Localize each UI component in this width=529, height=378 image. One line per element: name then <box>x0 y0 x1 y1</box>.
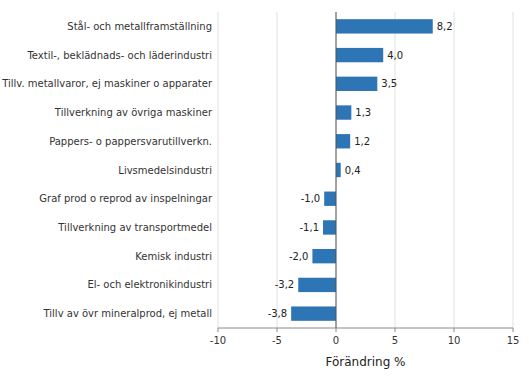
data-label: 8,2 <box>437 21 453 32</box>
bar <box>336 163 341 177</box>
data-label: -1,1 <box>300 222 320 233</box>
tick-mark <box>454 328 455 332</box>
bar <box>336 134 350 148</box>
chart-svg: -10 -5 0 5 10 15 -3,8 -3,2 -2,0 -1,1 -1,0 0,4 1,2 1,3… <box>0 0 529 378</box>
tick-mark <box>513 328 514 332</box>
category-label: Kemisk industri <box>135 251 212 262</box>
data-label: -3,2 <box>275 279 295 290</box>
category-label: Livsmedelsindustri <box>118 165 212 176</box>
tick-label: 15 <box>507 335 520 346</box>
tick-label: -5 <box>272 335 282 346</box>
data-label: 1,3 <box>355 107 371 118</box>
bar <box>336 77 377 91</box>
bar <box>336 105 351 119</box>
tick-mark <box>395 328 396 332</box>
bar <box>323 220 336 234</box>
category-label: Tillv av övr mineralprod, ej metall <box>43 308 212 319</box>
category-label: Textil-, beklädnads- och läderindustri <box>26 50 212 61</box>
data-label: -2,0 <box>289 251 309 262</box>
data-labels: -3,8 -3,2 -2,0 -1,1 -1,0 0,4 1,2 1,3 3,5 4,0 8,2 <box>268 21 453 319</box>
chart-container: -10 -5 0 5 10 15 -3,8 -3,2 -2,0 -1,1 -1,0 0,4 1,2 1,3… <box>0 0 529 378</box>
data-label: 4,0 <box>387 50 403 61</box>
y-axis: Tillv av övr mineralprod, ej metall El- o… <box>1 20 213 319</box>
bar <box>336 48 383 62</box>
data-label: -1,0 <box>301 193 321 204</box>
bar <box>336 19 433 33</box>
grid-line <box>218 12 219 328</box>
tick-mark <box>218 328 219 332</box>
grid-line <box>454 12 455 328</box>
category-label: Stål- och metallframställning <box>67 20 212 32</box>
bar <box>312 249 336 263</box>
grid <box>218 12 513 328</box>
bar <box>291 306 336 320</box>
data-label: -3,8 <box>268 308 288 319</box>
category-label: Tillverkning av övriga maskiner <box>54 107 213 118</box>
category-label: El- och elektronikindustri <box>87 279 212 290</box>
tick-label: -10 <box>210 335 226 346</box>
data-label: 0,4 <box>345 165 361 176</box>
bar <box>324 192 336 206</box>
category-label: Pappers- o pappersvarutillverkn. <box>49 136 212 147</box>
tick-label: 10 <box>448 335 461 346</box>
tick-mark <box>336 328 337 332</box>
data-label: 1,2 <box>354 136 370 147</box>
zero-line <box>336 12 337 328</box>
tick-mark <box>277 328 278 332</box>
category-label: Graf prod o reprod av inspelningar <box>39 193 213 204</box>
data-label: 3,5 <box>381 78 397 89</box>
tick-label: 5 <box>392 335 398 346</box>
category-label: Tillv. metallvaror, ej maskiner o appara… <box>1 78 213 89</box>
x-axis: -10 -5 0 5 10 15 <box>210 328 520 346</box>
x-axis-label: Förändring % <box>325 355 405 369</box>
grid-line <box>513 12 514 328</box>
x-axis-line <box>218 328 513 329</box>
bars <box>291 19 433 321</box>
tick-label: 0 <box>333 335 339 346</box>
category-label: Tillverkning av transportmedel <box>57 222 212 233</box>
grid-line <box>336 12 337 328</box>
bar <box>298 278 336 292</box>
